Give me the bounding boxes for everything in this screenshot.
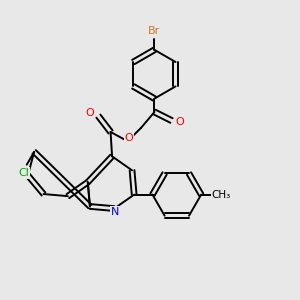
Text: N: N [111, 207, 119, 217]
Text: Cl: Cl [18, 168, 29, 178]
Text: O: O [125, 133, 134, 143]
Text: O: O [86, 108, 94, 118]
Text: Br: Br [148, 26, 160, 35]
Text: O: O [176, 117, 184, 127]
Text: CH₃: CH₃ [212, 190, 231, 200]
